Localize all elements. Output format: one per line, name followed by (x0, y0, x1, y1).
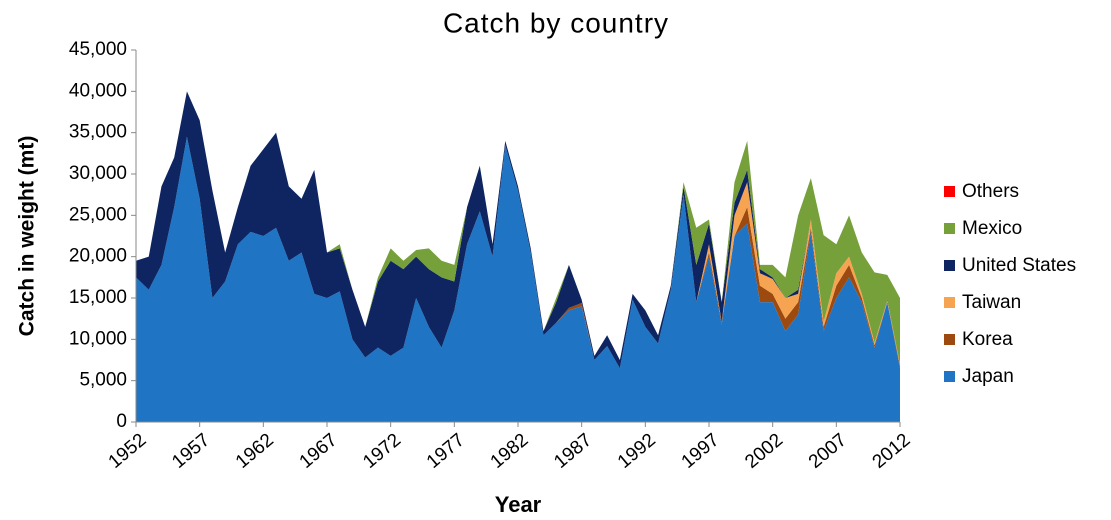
legend-label: Korea (962, 329, 1013, 350)
y-tick-label: 45,000 (69, 39, 127, 60)
x-tick-label: 2002 (741, 430, 787, 473)
legend-swatch (944, 260, 955, 271)
x-tick-label: 1952 (105, 430, 151, 473)
x-tick-label: 2007 (805, 430, 851, 473)
legend-swatch (944, 186, 955, 197)
x-tick-label: 1982 (487, 430, 533, 473)
y-tick-label: 15,000 (69, 287, 127, 308)
x-tick-label: 1962 (232, 430, 278, 473)
legend-label: United States (962, 255, 1076, 276)
x-tick-label: 1977 (423, 430, 469, 473)
x-tick-label: 1972 (359, 430, 405, 473)
legend-label: Mexico (962, 218, 1022, 239)
y-tick-label: 5,000 (79, 370, 127, 391)
x-tick-label: 1967 (296, 430, 342, 473)
x-tick-label: 2012 (869, 430, 915, 473)
y-tick-label: 30,000 (69, 163, 127, 184)
area (136, 136, 900, 423)
x-axis-label: Year (495, 492, 542, 517)
y-axis-label: Catch in weight (mt) (16, 136, 39, 337)
x-tick-label: 1987 (550, 430, 596, 473)
y-tick-label: 20,000 (69, 246, 127, 267)
legend-swatch (944, 334, 955, 345)
y-tick-label: 0 (116, 411, 127, 432)
area (136, 91, 900, 369)
legend-label: Others (962, 181, 1019, 202)
chart-title: Catch by country (443, 7, 669, 38)
legend-swatch (944, 297, 955, 308)
legend-label: Taiwan (962, 292, 1021, 313)
x-tick-label: 1957 (168, 430, 214, 473)
x-tick-label: 1992 (614, 430, 660, 473)
legend-swatch (944, 371, 955, 382)
y-tick-label: 35,000 (69, 122, 127, 143)
legend-swatch (944, 223, 955, 234)
y-tick-label: 10,000 (69, 328, 127, 349)
y-tick-label: 25,000 (69, 204, 127, 225)
x-tick-label: 1997 (678, 430, 724, 473)
y-tick-label: 40,000 (69, 80, 127, 101)
legend-label: Japan (962, 366, 1014, 387)
